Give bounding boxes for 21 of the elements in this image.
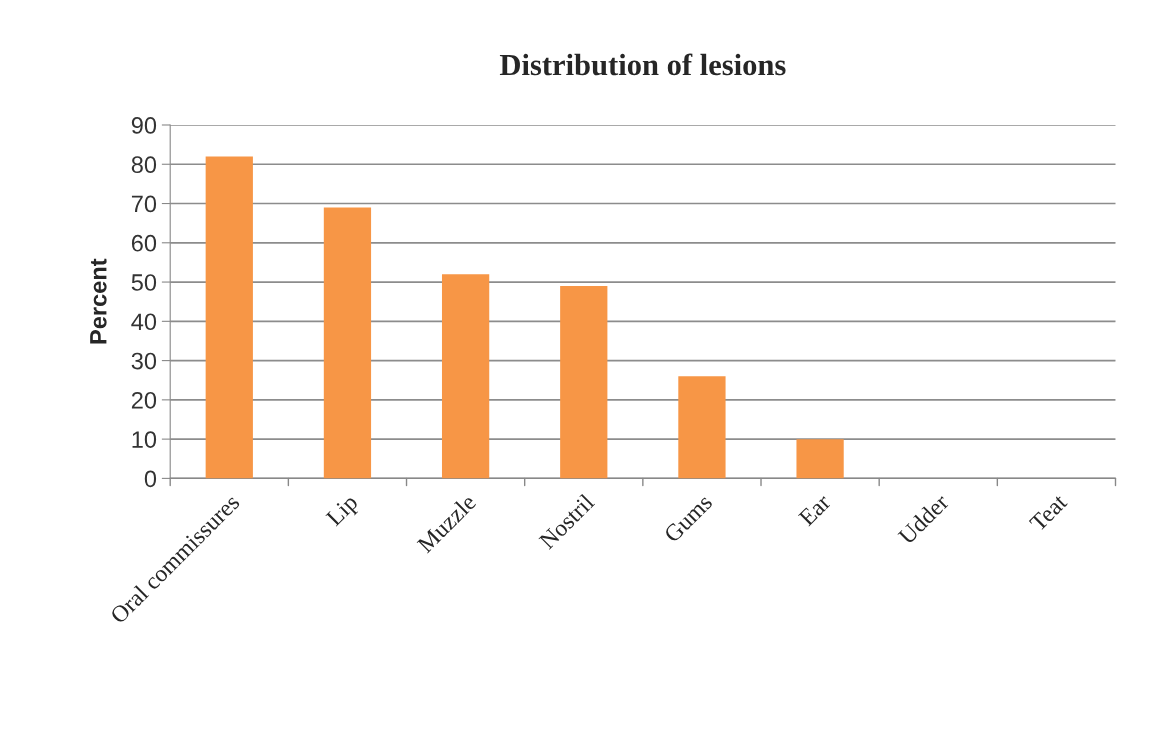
x-tick-label: Teat (1028, 493, 1069, 533)
chart-title: Distribution of lesions (499, 53, 786, 76)
y-tick-label: 80 (131, 156, 157, 174)
y-tick-label: 40 (131, 313, 157, 331)
y-axis-title: Percent (90, 258, 107, 344)
y-tick-label: 70 (131, 195, 157, 213)
bar (205, 156, 253, 479)
bar (560, 285, 608, 479)
y-tick-label: 10 (132, 431, 157, 448)
y-tick-label: 60 (131, 234, 157, 252)
bar (678, 376, 726, 479)
bar (796, 439, 844, 479)
y-tick-label: 50 (131, 274, 157, 291)
y-tick-label: 30 (131, 352, 157, 370)
bar (441, 274, 490, 479)
x-tick-label: Ear (798, 493, 832, 527)
y-tick-label: 90 (131, 117, 157, 134)
y-tick-label: 20 (131, 391, 157, 409)
bar (323, 207, 372, 479)
x-tick-label: Lip (325, 493, 362, 531)
y-tick-label: 0 (144, 470, 157, 488)
